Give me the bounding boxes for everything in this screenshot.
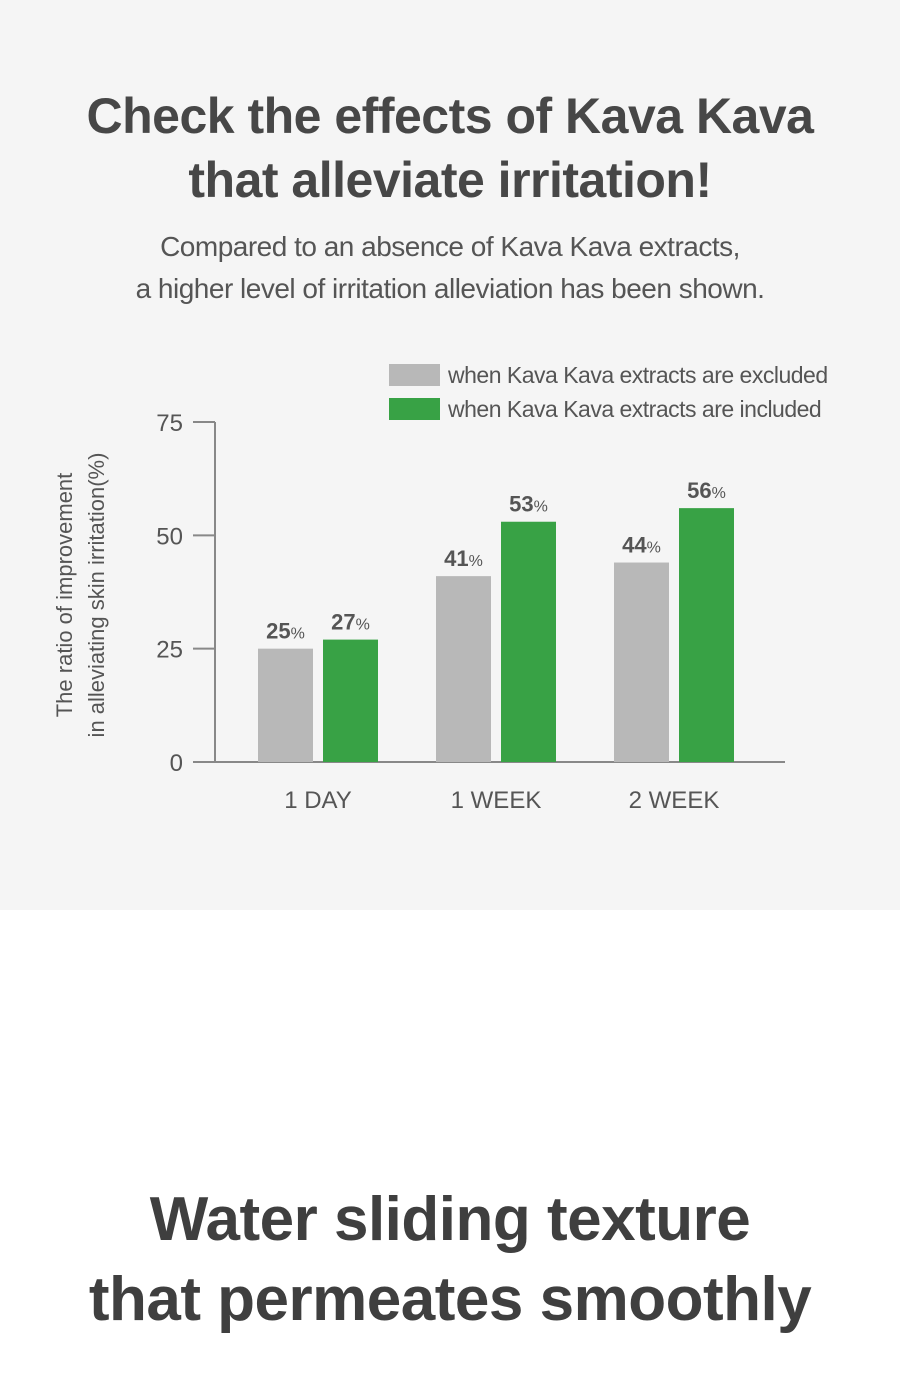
texture-title-line-1: Water sliding texture	[149, 1185, 751, 1254]
bar-value-label: 53%	[509, 492, 548, 517]
x-tick-label: 1 WEEK	[451, 787, 542, 814]
section-subtitle: Compared to an absence of Kava Kava extr…	[0, 226, 900, 310]
bar-chart: 0 25 50 75 The ratio of improvement in allevi…	[52, 362, 828, 814]
title-line-1: Check the effects of Kava Kava	[86, 88, 814, 144]
bar-value-label: 44%	[622, 533, 661, 558]
bar-value-label: 27%	[331, 610, 370, 635]
legend-label: when Kava Kava extracts are included	[447, 396, 821, 422]
y-tick-label: 50	[156, 523, 183, 550]
bar-value-label: 56%	[687, 478, 726, 503]
y-tick-label: 75	[156, 410, 183, 437]
x-tick-label: 2 WEEK	[629, 787, 720, 814]
texture-title-line-2: that permeates smoothly	[88, 1265, 812, 1334]
x-tick-label: 1 DAY	[284, 787, 352, 814]
title-line-2: that alleviate irritation!	[188, 152, 712, 208]
y-tick-label: 0	[170, 750, 183, 777]
subtitle-line-2: a higher level of irritation alleviation…	[135, 273, 765, 304]
texture-title: Water sliding texture that permeates smo…	[0, 1180, 900, 1340]
bar-included	[679, 508, 734, 762]
legend-label: when Kava Kava extracts are excluded	[447, 362, 828, 388]
bar-value-label: 41%	[444, 546, 483, 571]
bar-value-label: 25%	[266, 619, 305, 644]
y-axis-label: The ratio of improvement in alleviating s…	[52, 453, 109, 738]
bar-excluded	[614, 562, 669, 762]
bar-included	[501, 521, 556, 762]
y-tick-label: 25	[156, 637, 183, 664]
bar-excluded	[436, 576, 491, 762]
subtitle-line-1: Compared to an absence of Kava Kava extr…	[160, 231, 740, 262]
legend-swatch	[389, 398, 440, 420]
section-title: Check the effects of Kava Kava that alle…	[0, 84, 900, 212]
bar-included	[323, 639, 378, 762]
bar-excluded	[258, 648, 313, 762]
legend-swatch	[389, 364, 440, 386]
